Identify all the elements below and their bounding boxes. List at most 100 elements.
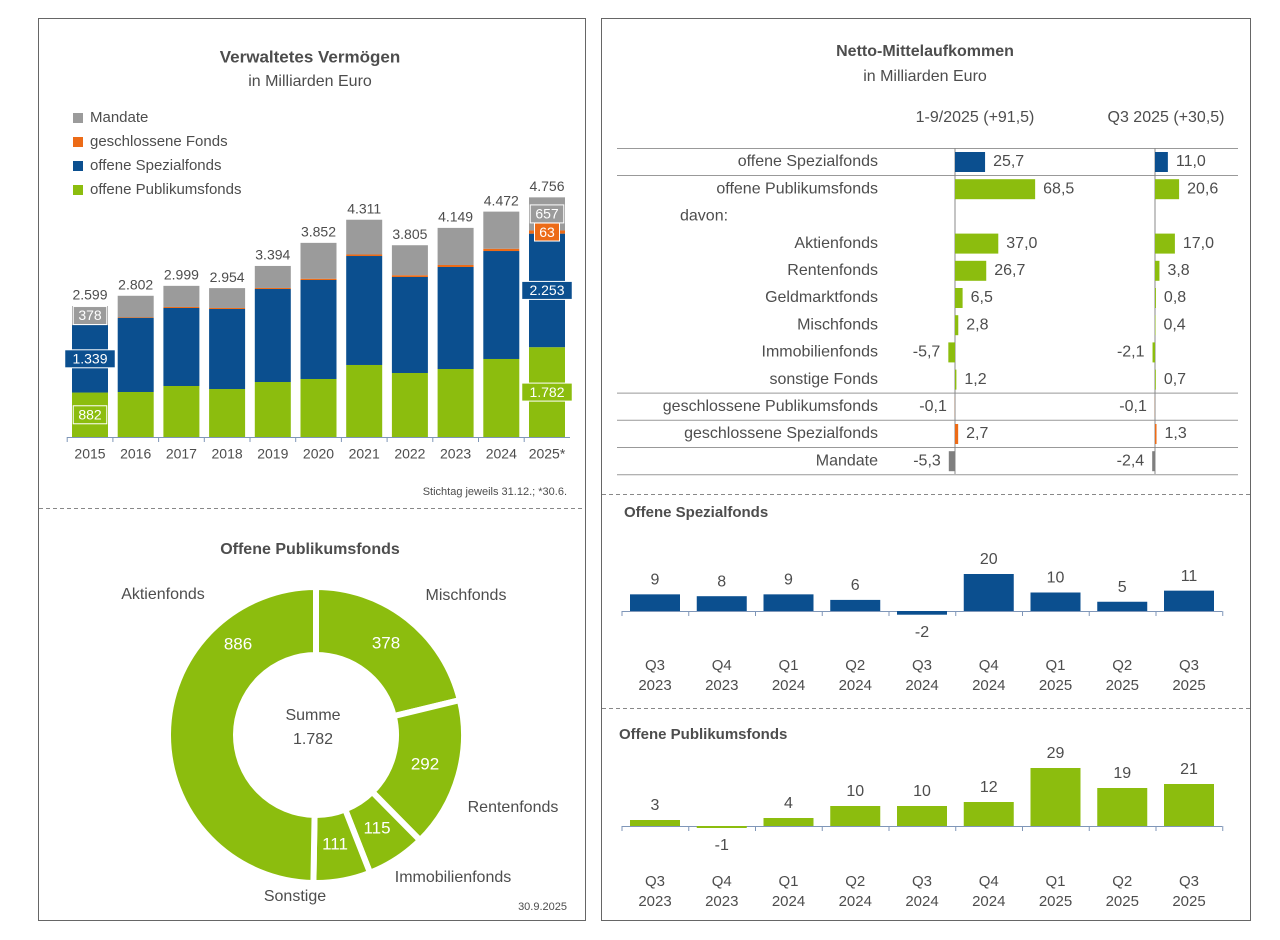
total-label: 2.999 bbox=[164, 267, 199, 283]
bar-segment bbox=[437, 267, 474, 370]
bar bbox=[1155, 179, 1180, 200]
slice-value: 115 bbox=[363, 818, 390, 837]
bar bbox=[1030, 592, 1081, 611]
x-tick-label: Q2 2025 bbox=[1105, 657, 1139, 694]
bar-segment bbox=[209, 307, 246, 309]
value-label: 0,4 bbox=[1163, 316, 1185, 333]
note: 30.9.2025 bbox=[518, 901, 567, 913]
total-label: 4.311 bbox=[347, 200, 381, 216]
value-label-box bbox=[72, 306, 108, 326]
value-label: 8 bbox=[717, 573, 726, 590]
slice-value: 378 bbox=[372, 633, 400, 652]
legend-swatch bbox=[73, 137, 83, 147]
value-label: 26,7 bbox=[994, 262, 1025, 279]
value-label: 5 bbox=[1118, 579, 1127, 596]
x-tick-label: 2016 bbox=[120, 446, 151, 462]
value-label: 9 bbox=[784, 572, 793, 589]
x-tick-label: Q3 2023 bbox=[638, 657, 672, 694]
value-label: -2 bbox=[915, 624, 929, 641]
x-tick-label: 2015 bbox=[74, 446, 105, 462]
bar-segment bbox=[254, 287, 291, 289]
legend-label: Mandate bbox=[90, 109, 148, 126]
bar bbox=[763, 818, 814, 826]
bar bbox=[1155, 233, 1175, 254]
row-label: Geldmarktfonds bbox=[765, 289, 878, 306]
bar-segment bbox=[346, 254, 383, 257]
x-tick-label: 2018 bbox=[212, 446, 243, 462]
row-label: Aktienfonds bbox=[794, 235, 878, 252]
value-label: 25,7 bbox=[993, 153, 1024, 170]
x-tick-label: 2020 bbox=[303, 446, 334, 462]
slice-value: 886 bbox=[224, 634, 252, 653]
bar bbox=[630, 820, 680, 826]
value-label: -5,7 bbox=[913, 344, 941, 361]
bar bbox=[955, 424, 959, 444]
value-label: 10 bbox=[846, 783, 864, 800]
legend-swatch bbox=[73, 161, 83, 171]
bar bbox=[830, 599, 881, 611]
bar bbox=[897, 611, 947, 615]
x-tick-label: Q4 2023 bbox=[705, 873, 739, 910]
bar bbox=[1155, 369, 1156, 390]
x-tick-label: Q2 2024 bbox=[838, 873, 872, 910]
bar-segment bbox=[346, 219, 383, 255]
bar bbox=[948, 451, 955, 472]
bar-segment bbox=[391, 372, 428, 437]
row-label: geschlossene Spezialfonds bbox=[684, 425, 878, 442]
row-label: Mandate bbox=[816, 452, 878, 469]
value-label: -5,3 bbox=[913, 452, 941, 469]
donut-slice bbox=[165, 583, 319, 887]
value-label: 6 bbox=[851, 577, 860, 594]
value-label-box bbox=[64, 349, 116, 369]
x-tick-label: 2019 bbox=[257, 446, 288, 462]
chart-title: Netto-Mittelaufkommen bbox=[836, 43, 1014, 60]
value-label-box bbox=[521, 382, 573, 402]
row-label: Rentenfonds bbox=[787, 262, 878, 279]
x-tick-label: Q4 2023 bbox=[705, 657, 739, 694]
bar-segment bbox=[254, 382, 291, 437]
legend-label: offene Publikumsfonds bbox=[90, 181, 242, 198]
bar-segment bbox=[163, 306, 200, 308]
note: Stichtag jeweils 31.12.; *30.6. bbox=[423, 486, 567, 498]
bar bbox=[955, 260, 987, 281]
bar bbox=[1155, 152, 1168, 172]
row-label: offene Publikumsfonds bbox=[716, 180, 878, 197]
bar bbox=[1030, 768, 1081, 826]
value-label: 378 bbox=[78, 307, 102, 323]
x-tick-label: Q2 2024 bbox=[838, 657, 872, 694]
center-label: Summe bbox=[285, 707, 340, 724]
bar bbox=[955, 369, 957, 390]
row-label: geschlossene Publikumsfonds bbox=[663, 398, 878, 415]
value-label: -0,1 bbox=[1119, 398, 1147, 415]
bar-segment bbox=[117, 295, 154, 318]
total-label: 2.599 bbox=[72, 287, 107, 303]
chart-title: Offene Publikumsfonds bbox=[220, 541, 400, 558]
bar-segment bbox=[209, 308, 246, 390]
value-label: -2,4 bbox=[1117, 452, 1145, 469]
x-tick-label: Q2 2025 bbox=[1105, 873, 1139, 910]
center-total: 1.782 bbox=[293, 731, 333, 748]
bar bbox=[955, 233, 999, 254]
column-header: 1-9/2025 (+91,5) bbox=[916, 109, 1035, 126]
bar bbox=[955, 288, 963, 308]
bar bbox=[963, 802, 1014, 826]
bar-segment bbox=[346, 256, 383, 365]
total-label: 2.954 bbox=[210, 269, 245, 285]
value-label: 12 bbox=[980, 779, 998, 796]
value-label: 0,8 bbox=[1164, 289, 1186, 306]
value-label: 882 bbox=[78, 406, 102, 422]
value-label: -0,1 bbox=[919, 398, 947, 415]
value-label: 2,7 bbox=[966, 425, 988, 442]
bar-segment bbox=[437, 369, 474, 437]
bar bbox=[1097, 601, 1148, 611]
x-tick-label: 2024 bbox=[486, 446, 517, 462]
chart-title: Offene Publikumsfonds bbox=[619, 726, 787, 743]
total-label: 4.472 bbox=[484, 192, 519, 208]
bar bbox=[696, 826, 747, 828]
value-label-box bbox=[529, 204, 565, 224]
value-label: 3,8 bbox=[1167, 262, 1189, 279]
value-label: 1.782 bbox=[529, 384, 564, 400]
bar bbox=[955, 315, 959, 336]
bar-segment bbox=[300, 278, 337, 281]
